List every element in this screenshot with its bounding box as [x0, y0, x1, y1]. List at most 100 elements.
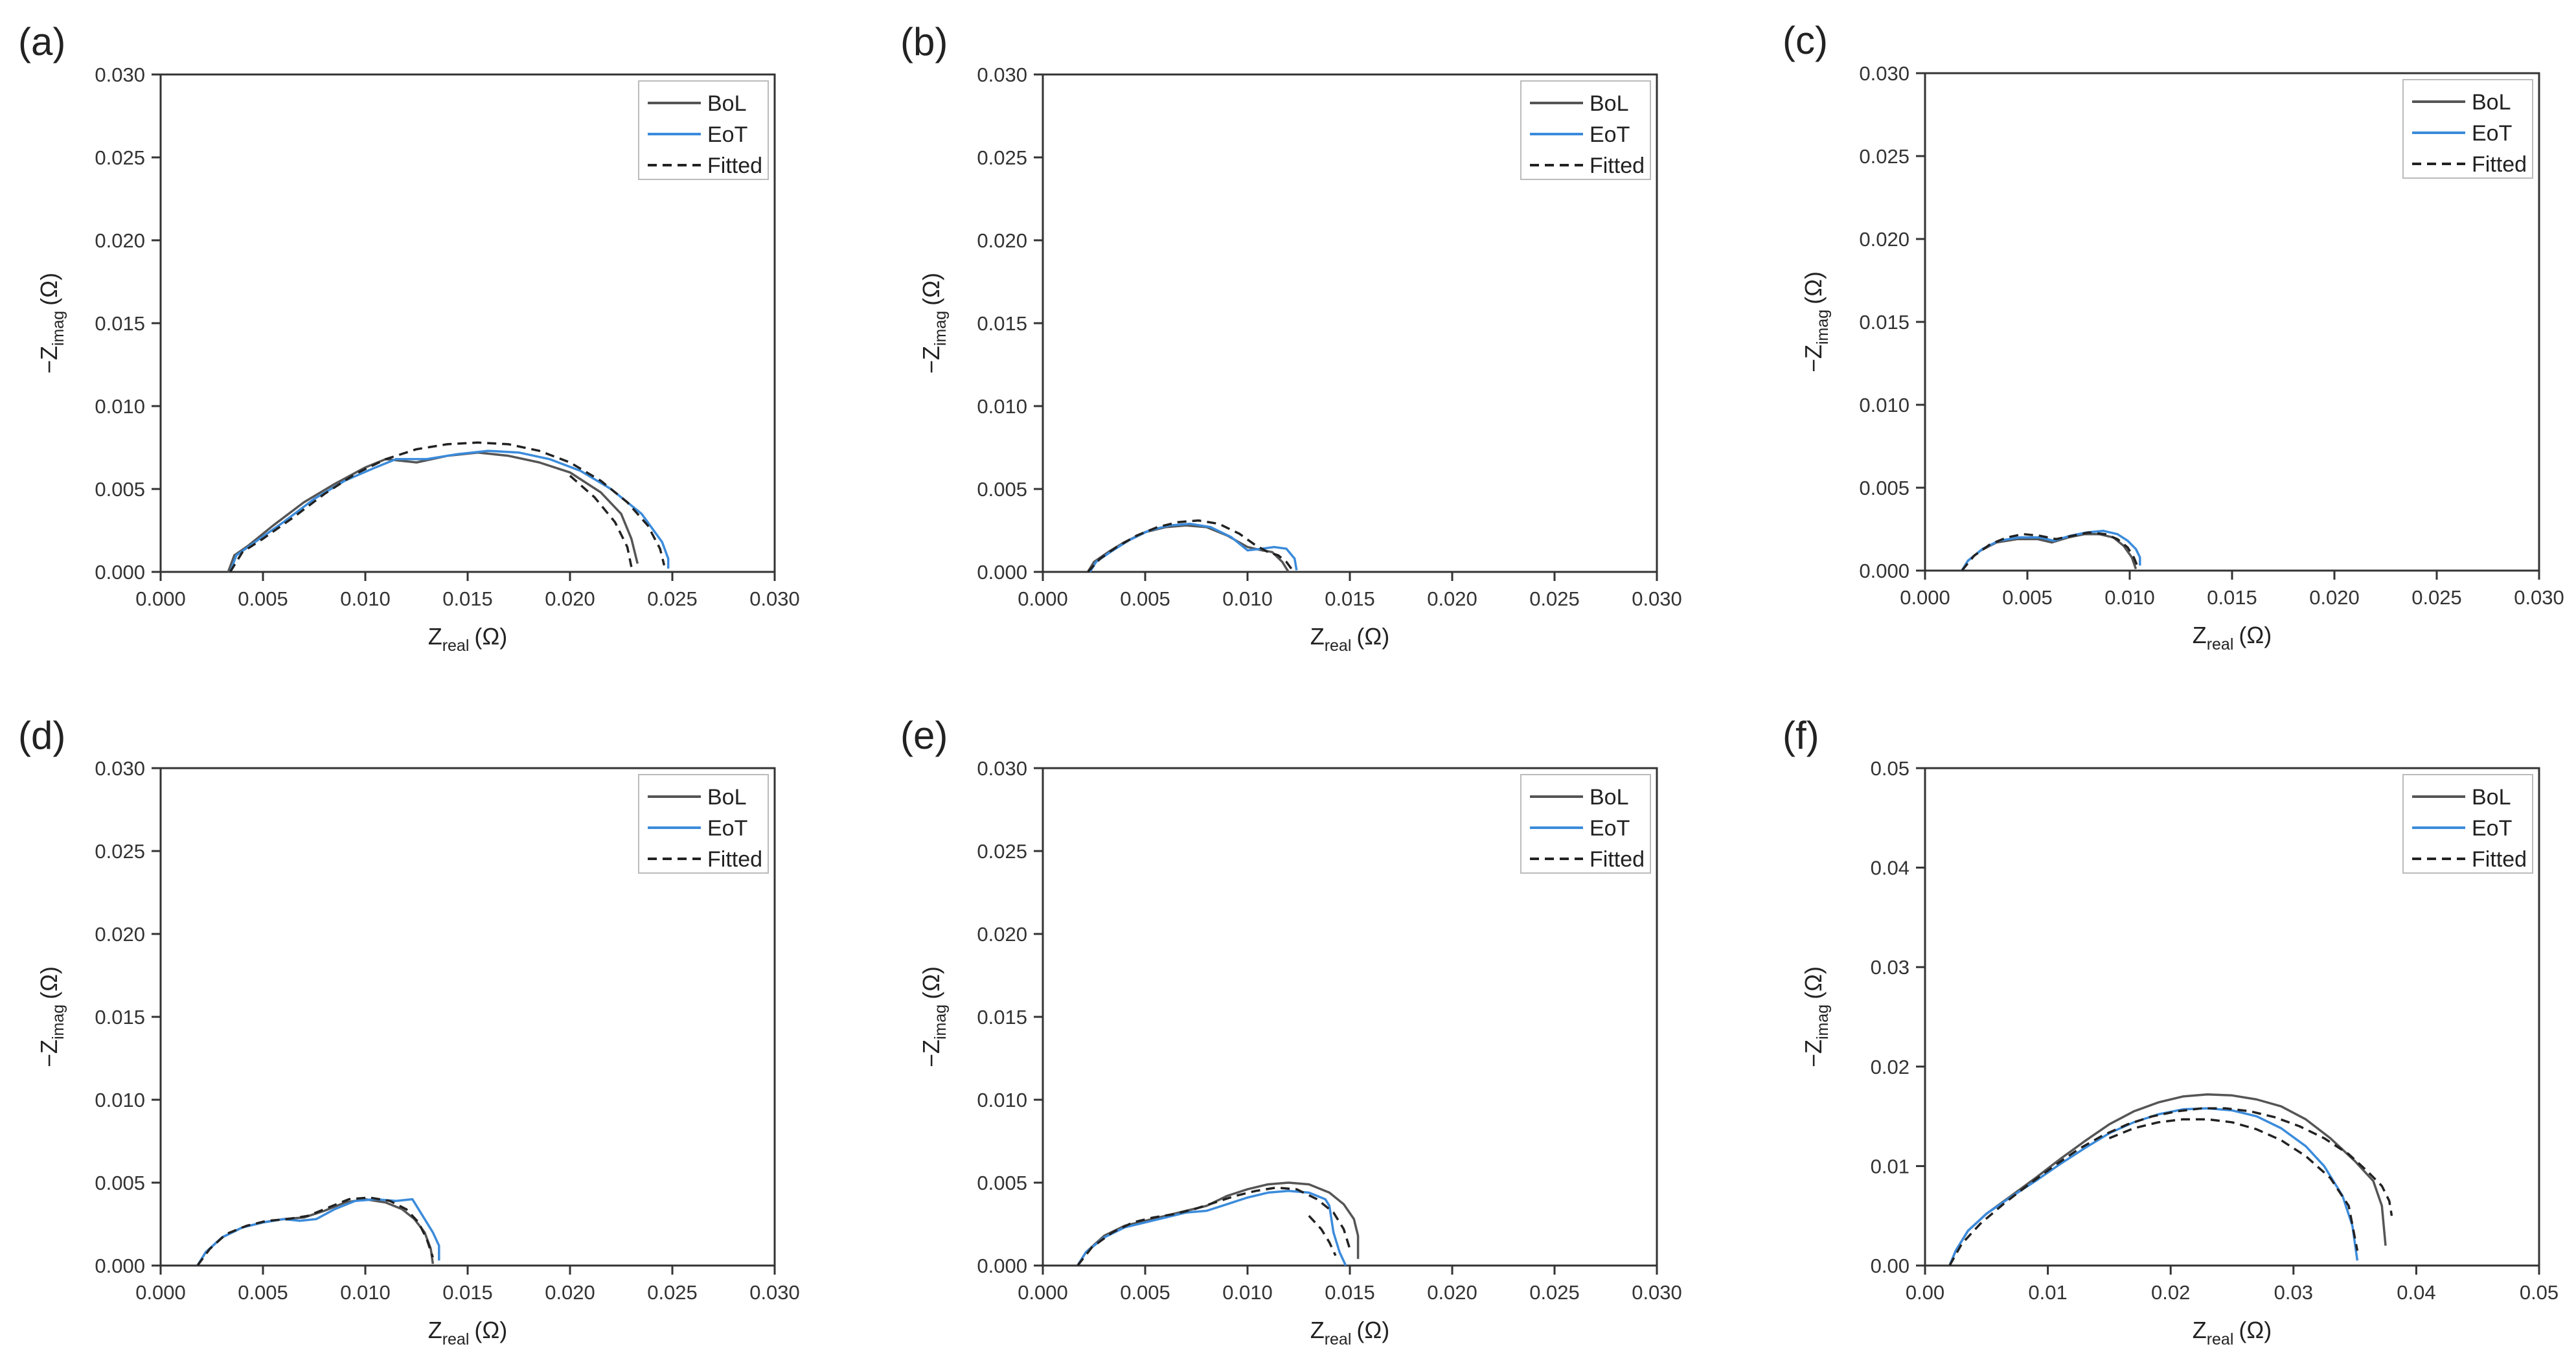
y-tick-label: 0.005	[1859, 477, 1909, 499]
legend: BoL EoT Fitted	[638, 774, 769, 874]
x-tick-label: 0.015	[442, 587, 493, 610]
x-axis-symbol: Z	[428, 1317, 442, 1343]
series-fitted-line	[2108, 1118, 2359, 1251]
series-bol-line	[1077, 1181, 1360, 1266]
x-tick-label: 0.030	[749, 1281, 800, 1304]
legend: BoL EoT Fitted	[638, 80, 769, 180]
x-axis-subscript: real	[2207, 1330, 2234, 1348]
legend: BoL EoT Fitted	[1520, 774, 1651, 874]
x-tick-label: 0.005	[238, 1281, 288, 1304]
legend-box	[638, 774, 769, 874]
legend-label-eot: EoT	[1590, 816, 1630, 841]
x-axis-unit: (Ω)	[1356, 1317, 1389, 1343]
y-axis-unit: (Ω)	[1800, 271, 1827, 304]
panel-c: (c) 0.000 0.005 0.010 0.015 0.020 0.025 0.030 0.…	[1783, 19, 2564, 654]
legend-label-eot: EoT	[707, 122, 747, 147]
x-axis-unit: (Ω)	[1356, 623, 1389, 650]
x-tick-label: 0.000	[135, 587, 186, 610]
x-tick-label: 0.025	[647, 1281, 698, 1304]
legend-label-bol: BoL	[707, 785, 747, 810]
legend-label-bol: BoL	[2472, 785, 2511, 810]
legend-label-fitted: Fitted	[1590, 153, 1645, 178]
series-bol-line	[227, 451, 639, 573]
plot-frame	[1924, 767, 2540, 1267]
panel-label: (a)	[18, 20, 65, 63]
y-axis-unit: (Ω)	[1800, 966, 1827, 999]
x-axis-unit: (Ω)	[474, 1317, 507, 1343]
x-tick-label: 0.030	[2514, 586, 2564, 609]
legend-box	[1520, 774, 1651, 874]
x-tick-label: 0.05	[2520, 1281, 2559, 1304]
x-tick-label: 0.010	[1222, 1281, 1273, 1304]
x-axis-unit: (Ω)	[474, 623, 507, 650]
x-tick-label: 0.025	[647, 587, 698, 610]
y-axis-title: −Zimag (Ω)	[36, 966, 67, 1067]
y-tick-label: 0.030	[95, 63, 145, 86]
y-tick-label: 0.025	[95, 840, 145, 863]
x-tick-label: 0.010	[340, 1281, 391, 1304]
legend-label-fitted: Fitted	[1590, 847, 1645, 872]
y-axis-subscript: imag	[931, 311, 950, 346]
y-tick-label: 0.015	[977, 312, 1027, 335]
y-axis-title: −Zimag (Ω)	[36, 273, 67, 374]
x-tick-label: 0.000	[135, 1281, 186, 1304]
y-tick-label: 0.030	[95, 757, 145, 780]
x-tick-label: 0.020	[1427, 1281, 1477, 1304]
y-axis-symbol: −Z	[1800, 345, 1827, 372]
y-axis-title: −Zimag (Ω)	[918, 966, 950, 1067]
panel-a: (a) 0.000 0.005 0.010 0.015 0.020 0.025 0.030 0.…	[18, 20, 800, 655]
legend-label-bol: BoL	[1590, 785, 1629, 810]
y-axis-subscript: imag	[49, 1005, 67, 1040]
series-eot-line	[1077, 1190, 1347, 1266]
legend-box	[638, 80, 769, 180]
y-tick-label: 0.025	[977, 840, 1027, 863]
x-tick-label: 0.000	[1900, 586, 1950, 609]
series-eot-line	[1948, 1107, 2359, 1266]
y-tick-label: 0.030	[977, 63, 1027, 86]
x-tick-label: 0.04	[2397, 1281, 2435, 1304]
x-tick-label: 0.030	[749, 587, 800, 610]
y-tick-label: 0.010	[95, 395, 145, 418]
panel-label: (d)	[18, 714, 65, 757]
y-tick-label: 0.010	[95, 1089, 145, 1111]
y-tick-label: 0.00	[1871, 1255, 1909, 1277]
legend-label-eot: EoT	[2472, 121, 2512, 146]
legend-box	[2402, 79, 2533, 179]
x-tick-label: 0.000	[1018, 1281, 1068, 1304]
panel-b: (b) 0.000 0.005 0.010 0.015 0.020 0.025 0.030 0.…	[900, 20, 1682, 655]
y-tick-label: 0.015	[1859, 311, 1909, 334]
x-axis-title: Zreal (Ω)	[1310, 623, 1390, 655]
y-tick-label: 0.015	[95, 1006, 145, 1029]
x-tick-label: 0.015	[442, 1281, 493, 1304]
y-tick-label: 0.05	[1871, 757, 1909, 780]
y-tick-label: 0.000	[95, 1255, 145, 1277]
panel-label: (c)	[1783, 19, 1828, 62]
y-axis-subscript: imag	[49, 311, 67, 346]
x-axis-subscript: real	[1325, 637, 1352, 655]
y-axis-unit: (Ω)	[918, 273, 944, 306]
panel-e: (e) 0.000 0.005 0.010 0.015 0.020 0.025 0.030 0.…	[900, 714, 1682, 1348]
legend: BoL EoT Fitted	[2402, 774, 2533, 874]
y-axis-title: −Zimag (Ω)	[918, 273, 950, 374]
x-axis-symbol: Z	[428, 623, 442, 650]
y-axis-symbol: −Z	[36, 346, 62, 374]
series-fitted-line	[1308, 1215, 1337, 1256]
x-tick-label: 0.015	[1325, 587, 1375, 610]
x-axis-symbol: Z	[1310, 1317, 1325, 1343]
y-tick-label: 0.020	[95, 923, 145, 946]
x-tick-label: 0.00	[1906, 1281, 1944, 1304]
x-tick-label: 0.025	[1529, 1281, 1580, 1304]
series-fitted-line	[1087, 519, 1294, 573]
y-tick-label: 0.01	[1871, 1155, 1909, 1177]
y-tick-label: 0.04	[1871, 857, 1909, 880]
y-tick-label: 0.025	[95, 146, 145, 169]
y-axis-unit: (Ω)	[918, 966, 944, 999]
legend-label-fitted: Fitted	[2472, 152, 2527, 177]
panel-d: (d) 0.000 0.005 0.010 0.015 0.020 0.025 0.030 0.…	[18, 714, 800, 1348]
x-axis-symbol: Z	[2193, 622, 2207, 648]
y-axis-symbol: −Z	[1800, 1040, 1827, 1067]
x-tick-label: 0.020	[1427, 587, 1477, 610]
x-axis-title: Zreal (Ω)	[2193, 1317, 2272, 1348]
y-tick-label: 0.02	[1871, 1056, 1909, 1078]
